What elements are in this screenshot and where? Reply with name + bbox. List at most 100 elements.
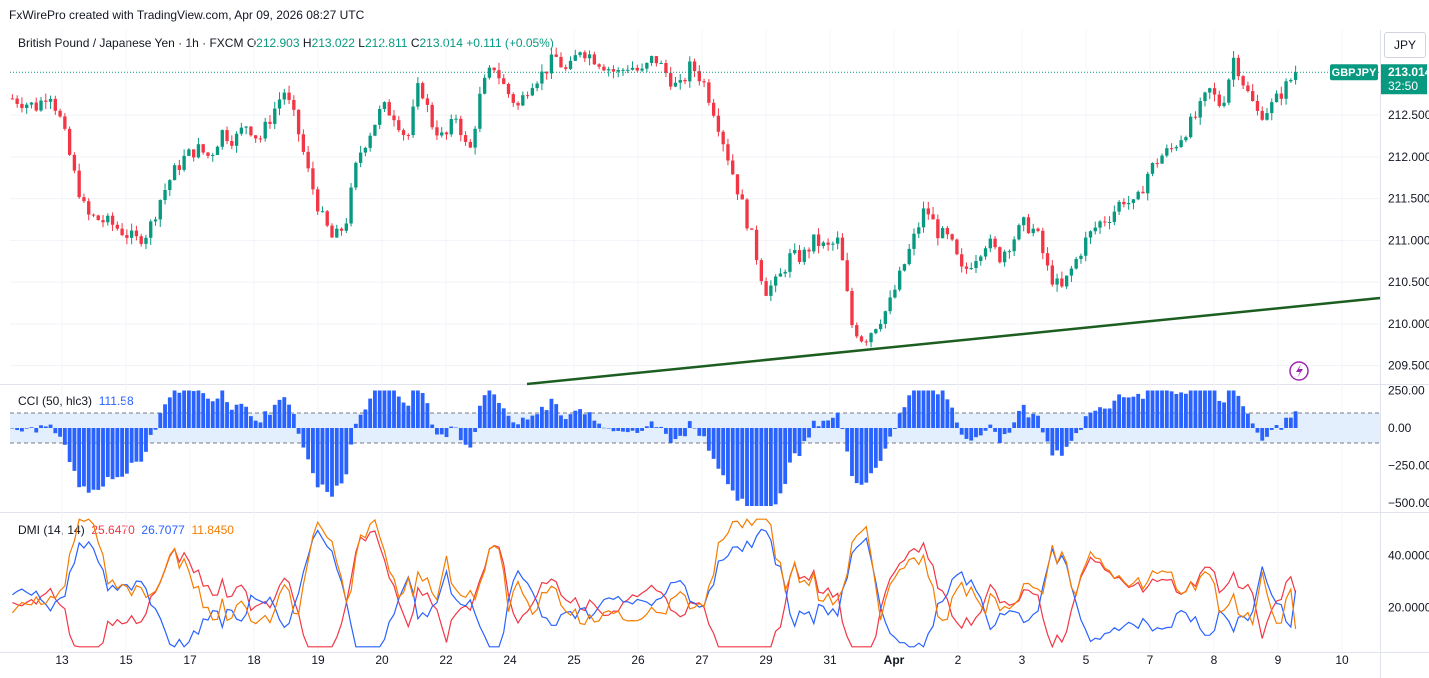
candle-body <box>816 234 821 247</box>
time-tick-label: 22 <box>439 653 453 667</box>
cci-bar <box>511 422 516 428</box>
candle-body <box>149 221 153 238</box>
plus-di-line <box>12 530 1297 649</box>
candle-body <box>354 162 358 188</box>
cci-bar <box>1255 428 1260 433</box>
candle-body <box>993 238 997 248</box>
dmi-tick-label: 40.0000 <box>1388 549 1429 563</box>
candle-body <box>373 124 377 136</box>
cci-bar <box>67 428 72 463</box>
candle-body <box>626 69 630 71</box>
cci-bar <box>153 428 158 430</box>
flash-icon[interactable] <box>1289 361 1309 381</box>
candle-body <box>635 67 639 71</box>
candle-body <box>502 78 506 84</box>
dmi-name: DMI (14, 14) <box>18 523 85 537</box>
candle-body <box>129 230 134 238</box>
candle-body <box>1289 79 1293 82</box>
cci-bar <box>415 390 420 428</box>
candle-body <box>263 121 267 139</box>
cci-bar <box>1036 415 1040 428</box>
time-tick-label: 24 <box>503 653 517 667</box>
candle-body <box>964 266 969 269</box>
cci-bar <box>196 390 201 428</box>
candle-body <box>759 260 764 282</box>
candle-body <box>1188 116 1193 138</box>
cci-bar <box>907 395 912 428</box>
cci-bar <box>129 428 134 463</box>
cci-bar <box>702 428 706 437</box>
cci-bar <box>573 410 578 428</box>
candle-body <box>1079 255 1083 259</box>
candle-body <box>969 268 973 270</box>
cci-bar <box>411 390 416 428</box>
cci-bar <box>773 428 778 505</box>
candle-body <box>769 285 773 296</box>
candle-body <box>554 54 558 57</box>
cci-bar <box>644 426 649 428</box>
cci-tick-label: 0.00 <box>1388 421 1412 435</box>
currency-button[interactable]: JPY <box>1384 32 1426 58</box>
candle-body <box>1055 278 1059 285</box>
candle-body <box>912 233 916 249</box>
cci-bar <box>1203 390 1207 428</box>
candle-body <box>1122 201 1126 205</box>
cci-bar <box>53 428 58 434</box>
candle-body <box>1279 93 1283 99</box>
cci-bar <box>606 428 611 429</box>
cci-bar <box>1126 397 1131 428</box>
time-axis: 13 15 17 18 19 20 22 24 25 26 27 29 31 Apr 2 3 5 7 8 9 10 <box>55 653 1349 667</box>
candle-body <box>831 243 835 245</box>
cci-bar <box>325 428 330 492</box>
candle-body <box>77 170 81 198</box>
candle-body <box>673 82 678 87</box>
cci-bar <box>673 428 678 440</box>
cci-bar <box>950 407 955 428</box>
candle-body <box>72 154 77 171</box>
cci-bar <box>91 428 96 490</box>
candle-body <box>478 93 482 129</box>
symbol-tag-text: GBPJPY <box>1332 67 1377 79</box>
high-value: 213.022 <box>311 36 355 50</box>
trendline[interactable] <box>526 296 1381 386</box>
candle-body <box>239 127 244 134</box>
cci-bar <box>602 427 606 429</box>
cci-bar <box>301 428 306 448</box>
cci-bar <box>1212 390 1217 428</box>
time-tick-label: 25 <box>567 653 581 667</box>
cci-bar <box>101 428 105 487</box>
cci-bar <box>873 428 878 468</box>
candle-body <box>850 291 854 326</box>
candle-body <box>1017 225 1021 240</box>
cci-bar <box>34 428 39 433</box>
candle-body <box>750 228 754 230</box>
cci-bar <box>578 409 582 428</box>
cci-bar <box>716 428 721 469</box>
cci-bar <box>520 417 525 428</box>
candle-body <box>988 238 992 249</box>
candle-body <box>559 56 563 68</box>
cci-bar <box>172 390 177 428</box>
cci-bar <box>62 428 67 445</box>
cci-bar <box>592 420 597 428</box>
candle-body <box>1041 230 1045 254</box>
candle-body <box>425 98 430 105</box>
cci-bar <box>77 428 82 488</box>
candle-body <box>1103 221 1107 223</box>
time-tick-label: 10 <box>1335 653 1349 667</box>
cci-bar <box>1026 417 1031 428</box>
cci-histogram <box>10 390 1380 506</box>
candle-body <box>578 52 582 56</box>
cci-bar <box>1093 410 1098 428</box>
cci-bar <box>86 428 91 493</box>
candle-body <box>1203 92 1207 102</box>
time-tick-label: 31 <box>823 653 837 667</box>
candle-body <box>931 214 935 220</box>
cci-bar <box>344 428 349 475</box>
candle-body <box>607 69 611 71</box>
cci-bar <box>778 428 783 494</box>
cci-bar <box>1293 411 1298 428</box>
cci-bar <box>306 428 311 460</box>
candle-body <box>296 109 301 135</box>
